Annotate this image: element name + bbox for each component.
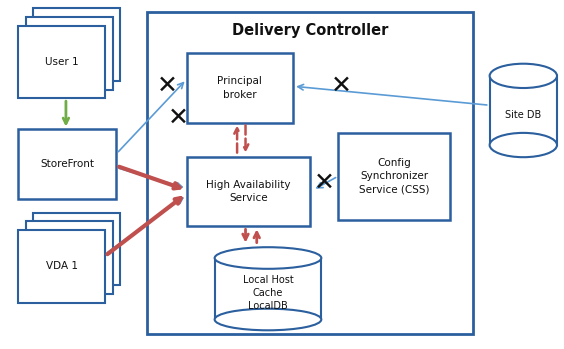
- Text: Delivery Controller: Delivery Controller: [232, 23, 388, 38]
- Text: Config
Synchronizer
Service (CSS): Config Synchronizer Service (CSS): [359, 158, 430, 194]
- Bar: [215, 258, 321, 319]
- FancyBboxPatch shape: [18, 25, 105, 98]
- Text: User 1: User 1: [45, 57, 78, 67]
- Ellipse shape: [215, 309, 321, 330]
- FancyBboxPatch shape: [25, 221, 112, 294]
- FancyBboxPatch shape: [33, 213, 120, 285]
- Text: StoreFront: StoreFront: [41, 159, 94, 169]
- FancyBboxPatch shape: [187, 53, 293, 122]
- Text: ✕: ✕: [168, 105, 189, 129]
- Text: ✕: ✕: [331, 74, 351, 98]
- FancyBboxPatch shape: [18, 230, 105, 303]
- FancyBboxPatch shape: [147, 12, 473, 334]
- FancyBboxPatch shape: [18, 129, 116, 199]
- Ellipse shape: [490, 64, 557, 88]
- Text: Local Host
Cache
LocalDB: Local Host Cache LocalDB: [243, 275, 293, 311]
- FancyBboxPatch shape: [25, 17, 112, 90]
- Ellipse shape: [490, 133, 557, 157]
- Text: Site DB: Site DB: [505, 110, 541, 120]
- Text: Principal
broker: Principal broker: [218, 76, 262, 99]
- Text: VDA 1: VDA 1: [46, 261, 78, 271]
- Text: High Availability
Service: High Availability Service: [206, 180, 290, 203]
- FancyBboxPatch shape: [33, 8, 120, 81]
- Text: ✕: ✕: [314, 171, 334, 195]
- Ellipse shape: [215, 247, 321, 269]
- FancyBboxPatch shape: [187, 157, 310, 227]
- FancyBboxPatch shape: [338, 133, 451, 220]
- Bar: [490, 76, 557, 145]
- Text: ✕: ✕: [156, 74, 178, 98]
